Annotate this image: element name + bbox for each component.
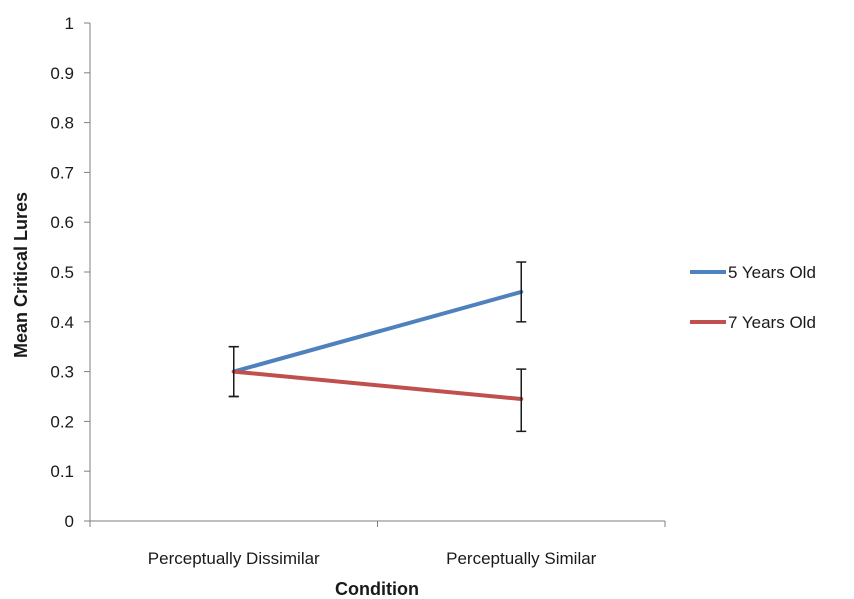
series-line-1 bbox=[231, 289, 524, 374]
y-tick-label: 0.6 bbox=[50, 213, 74, 232]
y-tick-label: 0.3 bbox=[50, 363, 74, 382]
y-tick-label: 0 bbox=[65, 512, 74, 531]
y-tick-label: 0.5 bbox=[50, 263, 74, 282]
series-lines bbox=[231, 289, 524, 401]
x-tick-label: Perceptually Dissimilar bbox=[148, 549, 320, 568]
legend-label-2: 7 Years Old bbox=[728, 313, 816, 332]
legend-label-1: 5 Years Old bbox=[728, 263, 816, 282]
y-tick-label: 0.4 bbox=[50, 313, 74, 332]
y-tick-label: 0.9 bbox=[50, 64, 74, 83]
x-axis-title: Condition bbox=[335, 579, 419, 599]
series-line-2 bbox=[231, 369, 524, 401]
y-tick-label: 1 bbox=[65, 14, 74, 33]
y-tick-label: 0.1 bbox=[50, 462, 74, 481]
y-axis: 0 0.1 0.2 0.3 0.4 0.5 0.6 0.7 0.8 0.9 1 bbox=[50, 14, 91, 531]
x-axis: Perceptually Dissimilar Perceptually Simi… bbox=[89, 520, 666, 568]
legend: 5 Years Old 7 Years Old bbox=[690, 263, 816, 332]
y-tick-label: 0.7 bbox=[50, 163, 74, 182]
y-tick-label: 0.2 bbox=[50, 412, 74, 431]
y-axis-title: Mean Critical Lures bbox=[11, 192, 31, 358]
x-tick-label: Perceptually Similar bbox=[446, 549, 597, 568]
y-tick-label: 0.8 bbox=[50, 114, 74, 133]
error-bars bbox=[228, 261, 527, 433]
